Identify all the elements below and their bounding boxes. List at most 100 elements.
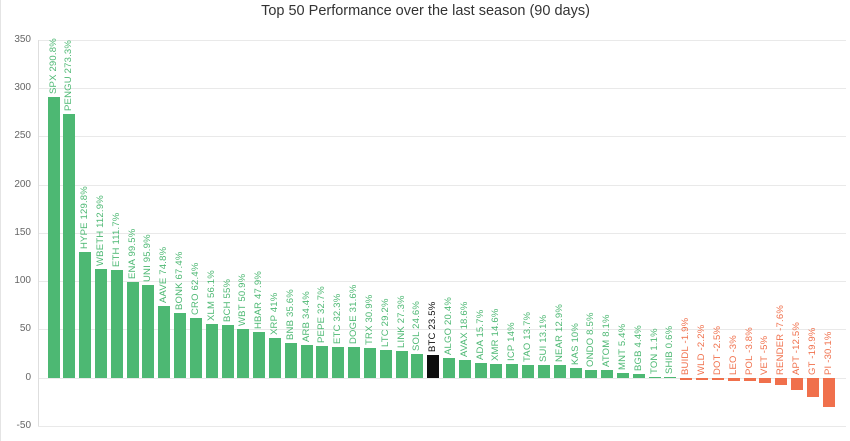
y-tick-label: 300	[14, 82, 31, 94]
bar-link	[395, 351, 408, 378]
bar-label-sol: SOL 24.6%	[411, 300, 423, 351]
bar-label-shib: SHIB 0.6%	[664, 325, 676, 375]
bar-etc	[332, 346, 345, 378]
bar-label-sui: SUI 13.1%	[537, 314, 549, 363]
bar-buidl	[680, 377, 693, 380]
bar-bonk	[174, 312, 187, 378]
bar-wld	[696, 377, 709, 380]
bar-leo	[727, 377, 740, 381]
bar-vet	[759, 377, 772, 383]
y-gridline	[38, 329, 846, 331]
bar-label-bnb: BNB 35.6%	[284, 289, 296, 341]
bar-label-dot: DOT -2.5%	[711, 325, 723, 375]
bar-label-ena: ENA 99.5%	[126, 228, 138, 279]
bar-label-wbt: WBT 50.9%	[237, 273, 249, 326]
bar-arb	[300, 344, 313, 378]
bar-label-buidl: BUIDL -1.9%	[680, 317, 692, 375]
y-gridline	[38, 184, 846, 186]
bar-wbeth	[94, 268, 107, 378]
bar-sol	[411, 353, 424, 378]
bar-label-pi: PI -30.1%	[822, 331, 834, 375]
bar-spx	[47, 96, 60, 378]
bar-doge	[348, 347, 361, 378]
chart-title: Top 50 Performance over the last season …	[261, 3, 590, 19]
bar-label-cro: CRO 62.4%	[189, 262, 201, 315]
y-tick-label: 100	[14, 275, 31, 287]
bar-label-spx: SPX 290.8%	[47, 38, 59, 94]
bar-trx	[363, 347, 376, 378]
bar-label-etc: ETC 32.3%	[332, 293, 344, 344]
bar-label-ltc: LTC 29.2%	[379, 297, 391, 347]
bar-label-leo: LEO -3%	[727, 334, 739, 375]
bar-btc	[427, 355, 440, 378]
bar-label-pol: POL -3.8%	[743, 326, 755, 375]
y-gridline	[38, 136, 846, 138]
bar-label-avax: AVAX 18.6%	[458, 301, 470, 357]
bar-tao	[522, 364, 535, 378]
bar-hbar	[253, 331, 266, 378]
bar-label-atom: ATOM 8.1%	[601, 314, 613, 367]
bar-uni	[142, 285, 155, 378]
y-gridline	[38, 426, 846, 428]
bar-label-eth: ETH 111.7%	[110, 212, 122, 267]
bar-ondo	[585, 369, 598, 378]
bar-label-btc: BTC 23.5%	[427, 301, 439, 353]
bar-label-doge: DOGE 31.6%	[348, 284, 360, 345]
bar-apt	[791, 377, 804, 390]
bar-near	[553, 365, 566, 378]
bar-label-near: NEAR 12.9%	[553, 304, 565, 363]
bar-hype	[79, 252, 92, 378]
bar-label-apt: APT -12.5%	[791, 321, 803, 375]
bar-label-gt: GT -19.9%	[806, 327, 818, 375]
bar-label-wbeth: WBETH 112.9%	[94, 194, 106, 266]
bar-pepe	[316, 346, 329, 378]
bar-ena	[126, 281, 139, 378]
bar-ton	[648, 376, 661, 378]
y-tick-label: 350	[14, 33, 31, 45]
y-gridline	[38, 232, 846, 234]
bar-eth	[110, 269, 123, 378]
bar-label-aave: AAVE 74.8%	[158, 246, 170, 303]
y-tick-label: 50	[19, 323, 31, 335]
bar-label-vet: VET -5%	[759, 335, 771, 375]
bar-icp	[506, 364, 519, 378]
bar-label-icp: ICP 14%	[506, 322, 518, 362]
bar-label-kas: KAS 10%	[569, 323, 581, 366]
bar-label-bgb: BGB 4.4%	[632, 324, 644, 371]
bar-label-render: RENDER -7.6%	[775, 304, 787, 375]
bar-label-trx: TRX 30.9%	[363, 294, 375, 345]
bar-mnt	[617, 372, 630, 378]
y-tick-label: 150	[14, 226, 31, 238]
bar-atom	[601, 369, 614, 378]
bar-label-wld: WLD -2.2%	[696, 324, 708, 375]
bar-label-tao: TAO 13.7%	[522, 311, 534, 362]
bar-xlm	[205, 323, 218, 378]
bar-label-ada: ADA 15.7%	[474, 309, 486, 360]
bar-label-hype: HYPE 129.8%	[79, 186, 91, 250]
bar-label-link: LINK 27.3%	[395, 295, 407, 349]
bar-ada	[474, 362, 487, 378]
y-tick-label: -50	[16, 420, 31, 432]
bar-label-hbar: HBAR 47.9%	[253, 270, 265, 329]
bar-bgb	[632, 373, 645, 378]
y-tick-label: 200	[14, 178, 31, 190]
bar-cro	[189, 317, 202, 378]
y-gridline	[38, 281, 846, 283]
bar-algo	[443, 358, 455, 378]
bar-label-bch: BCH 55%	[221, 278, 233, 322]
bar-gt	[806, 377, 819, 397]
bar-kas	[569, 368, 582, 378]
bar-wbt	[237, 328, 250, 378]
bar-label-ondo: ONDO 8.5%	[585, 311, 597, 367]
bar-label-bonk: BONK 67.4%	[174, 251, 186, 310]
y-tick-label: 250	[14, 130, 31, 142]
y-axis-line	[38, 39, 39, 426]
bar-sui	[537, 365, 550, 378]
bar-label-xmr: XMR 14.6%	[490, 308, 502, 361]
bar-bch	[221, 324, 234, 378]
bar-label-pepe: PEPE 32.7%	[316, 286, 328, 344]
bar-dot	[711, 377, 724, 381]
bar-xmr	[490, 363, 503, 378]
bar-label-xlm: XLM 56.1%	[205, 269, 217, 321]
